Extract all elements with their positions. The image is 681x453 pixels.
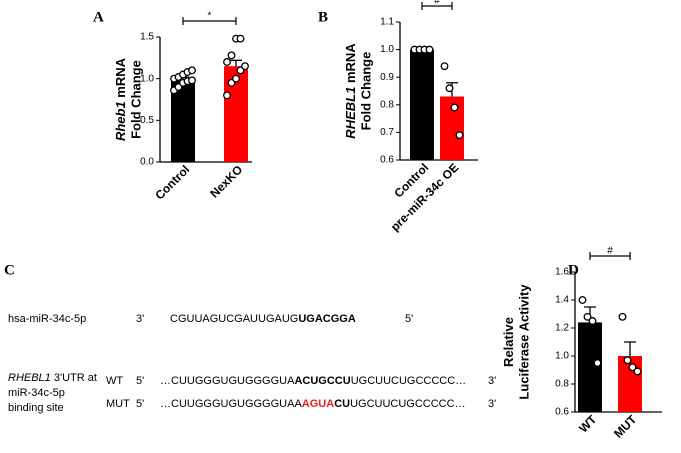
seq: …CUUGGGUGUGGGGUA	[160, 375, 295, 387]
seq: CGUUAGUCGAUUGAUG	[170, 313, 298, 325]
gene: RHEBL1	[343, 87, 358, 139]
significance: #	[607, 246, 613, 257]
y-tick-label: 1.5	[140, 32, 154, 43]
utr-label: miR-34c-5p	[8, 387, 65, 399]
data-point	[593, 359, 602, 367]
seq-end: 3'	[136, 313, 144, 325]
y-axis-label: RHEBL1 mRNA	[343, 43, 358, 139]
panel-letter: C	[4, 262, 15, 278]
y-axis-label: Fold Change	[128, 60, 143, 139]
y-tick-label: 0.6	[380, 155, 394, 166]
data-point	[232, 74, 240, 83]
y-axis-label: Fold Change	[358, 52, 373, 131]
y-axis-label: Luciferase Activity	[516, 284, 531, 400]
data-point	[188, 76, 196, 85]
data-point	[188, 66, 196, 75]
data-point	[223, 91, 231, 100]
y-tick-label: 0.8	[380, 99, 394, 110]
y-tick-label: 0.0	[140, 157, 154, 168]
seq-end: 3'	[488, 375, 496, 387]
y-tick-label: 1.0	[380, 44, 394, 55]
data-point	[633, 367, 642, 376]
data-point	[578, 296, 587, 304]
site: CU	[334, 398, 350, 410]
row-name: MUT	[106, 398, 130, 410]
data-point	[440, 62, 449, 71]
utr-label: RHEBL1 3'UTR at	[8, 372, 97, 384]
utr-seq: …CUUGGGUGUGGGGUAACUGCCUUGCUUCUGCCCCC…	[160, 375, 466, 387]
x-tick-label: MUT	[611, 412, 640, 441]
y-tick-label: 1.4	[555, 295, 569, 306]
panel-letter: D	[568, 262, 579, 278]
y-tick-label: 0.5	[140, 115, 154, 126]
bar	[410, 49, 434, 160]
seq-end: 5'	[136, 375, 144, 387]
row-name: WT	[106, 375, 123, 387]
label: mRNA	[343, 43, 358, 83]
x-tick-label: WT	[576, 412, 600, 436]
mirna-seq: CGUUAGUCGAUUGAUGUGACGGA	[170, 313, 356, 325]
y-axis-label: Relative	[501, 317, 516, 367]
x-tick-label: Control	[152, 162, 192, 202]
data-point	[227, 51, 236, 60]
data-point	[628, 363, 637, 372]
y-tick-label: 1.0	[140, 73, 154, 84]
seq-end: 5'	[136, 398, 144, 410]
data-point	[241, 62, 249, 71]
y-tick-label: 0.9	[380, 72, 394, 83]
utr: 3'UTR at	[54, 372, 97, 384]
y-tick-label: 1.2	[555, 323, 569, 334]
gene: RHEBL1	[8, 372, 51, 384]
data-point	[588, 317, 597, 325]
seq-end: 5'	[405, 313, 413, 325]
seed: UGACGGA	[298, 313, 356, 325]
bar	[578, 322, 602, 412]
site: ACUGCCU	[294, 375, 350, 387]
seq-end: 3'	[488, 398, 496, 410]
y-tick-label: 0.8	[555, 379, 569, 390]
mirna-label: hsa-miR-34c-5p	[8, 313, 86, 325]
significance: *	[208, 11, 212, 22]
data-point	[223, 58, 231, 66]
y-tick-label: 0.6	[555, 407, 569, 418]
panel-letter: B	[318, 9, 328, 25]
utr-seq: …CUUGGGUGUGGGGUAAAGUACUUGCUUCUGCCCCC…	[160, 398, 466, 410]
utr-label: binding site	[8, 402, 64, 414]
significance-bracket	[182, 17, 237, 25]
data-point	[455, 131, 464, 140]
y-tick-label: 0.7	[380, 127, 394, 138]
data-point	[445, 84, 454, 93]
mutation: AGUA	[302, 398, 334, 410]
data-point	[583, 312, 592, 321]
label: mRNA	[113, 57, 128, 97]
data-point	[623, 356, 632, 365]
data-point	[236, 34, 245, 43]
y-tick-label: 1.1	[380, 17, 394, 28]
y-tick-label: 1.0	[555, 351, 569, 362]
y-axis-label: Rheb1 mRNA	[113, 57, 128, 141]
significance: #	[434, 0, 440, 7]
significance-bracket	[589, 252, 631, 260]
y-tick-label: 1.6	[555, 267, 569, 278]
gene: Rheb1	[113, 101, 128, 141]
error-bar	[624, 341, 636, 356]
x-tick-label: NexKO	[207, 162, 245, 200]
seq: UGCUUCUGCCCCC…	[351, 375, 467, 387]
significance-bracket	[421, 2, 453, 10]
seq: …CUUGGGUGUGGGGUAA	[160, 398, 302, 410]
data-point	[618, 312, 627, 321]
data-point	[450, 103, 459, 112]
gene: Relative	[501, 317, 516, 367]
data-point	[425, 45, 434, 54]
seq: UGCUUCUGCCCCC…	[350, 398, 466, 410]
error-bar	[230, 59, 242, 67]
panel-letter: A	[93, 9, 104, 25]
